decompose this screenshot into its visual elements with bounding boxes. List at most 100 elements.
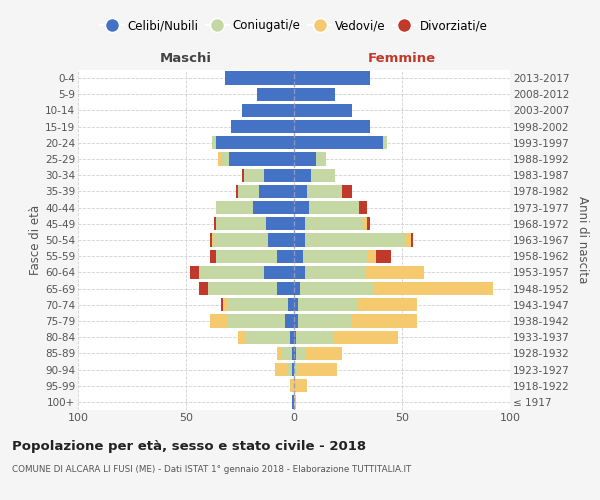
Bar bbox=[221, 298, 223, 312]
Bar bbox=[214, 217, 216, 230]
Bar bbox=[294, 250, 302, 263]
Bar bbox=[216, 201, 253, 214]
Bar bbox=[292, 396, 294, 408]
Bar bbox=[227, 314, 286, 328]
Bar bbox=[294, 104, 352, 117]
Bar bbox=[208, 282, 277, 295]
Text: Maschi: Maschi bbox=[160, 52, 212, 65]
Bar bbox=[277, 346, 281, 360]
Bar bbox=[223, 298, 227, 312]
Bar bbox=[199, 266, 264, 279]
Bar bbox=[275, 363, 287, 376]
Bar bbox=[294, 266, 305, 279]
Bar bbox=[236, 185, 238, 198]
Bar bbox=[277, 282, 294, 295]
Bar bbox=[257, 88, 294, 101]
Bar bbox=[218, 152, 221, 166]
Bar bbox=[316, 152, 326, 166]
Text: Popolazione per età, sesso e stato civile - 2018: Popolazione per età, sesso e stato civil… bbox=[12, 440, 366, 453]
Bar bbox=[290, 379, 294, 392]
Y-axis label: Anni di nascita: Anni di nascita bbox=[576, 196, 589, 284]
Bar bbox=[341, 185, 352, 198]
Bar bbox=[305, 266, 365, 279]
Bar bbox=[266, 217, 294, 230]
Bar bbox=[216, 250, 277, 263]
Bar bbox=[216, 136, 294, 149]
Text: COMUNE DI ALCARA LI FUSI (ME) - Dati ISTAT 1° gennaio 2018 - Elaborazione TUTTIT: COMUNE DI ALCARA LI FUSI (ME) - Dati IST… bbox=[12, 466, 412, 474]
Bar bbox=[229, 152, 294, 166]
Bar bbox=[294, 282, 301, 295]
Bar bbox=[242, 168, 244, 182]
Bar bbox=[210, 314, 227, 328]
Legend: Celibi/Nubili, Coniugati/e, Vedovi/e, Divorziati/e: Celibi/Nubili, Coniugati/e, Vedovi/e, Di… bbox=[95, 14, 493, 37]
Bar bbox=[374, 282, 493, 295]
Bar bbox=[225, 72, 294, 85]
Bar bbox=[214, 234, 268, 246]
Bar bbox=[363, 217, 367, 230]
Bar bbox=[296, 330, 333, 344]
Bar bbox=[268, 234, 294, 246]
Bar bbox=[247, 330, 290, 344]
Bar bbox=[253, 201, 294, 214]
Bar bbox=[298, 363, 337, 376]
Bar bbox=[376, 250, 391, 263]
Bar bbox=[210, 250, 216, 263]
Bar bbox=[294, 168, 311, 182]
Bar bbox=[309, 201, 359, 214]
Bar bbox=[333, 330, 398, 344]
Bar bbox=[311, 168, 335, 182]
Bar bbox=[212, 234, 214, 246]
Bar bbox=[287, 298, 294, 312]
Bar bbox=[227, 298, 287, 312]
Bar bbox=[352, 314, 417, 328]
Bar bbox=[294, 88, 335, 101]
Bar bbox=[294, 330, 296, 344]
Bar bbox=[301, 282, 374, 295]
Bar bbox=[292, 363, 294, 376]
Bar bbox=[281, 346, 292, 360]
Bar bbox=[216, 217, 266, 230]
Bar bbox=[294, 363, 298, 376]
Bar bbox=[264, 266, 294, 279]
Bar bbox=[365, 266, 424, 279]
Bar bbox=[296, 346, 305, 360]
Bar bbox=[238, 185, 259, 198]
Bar bbox=[290, 330, 294, 344]
Bar bbox=[294, 234, 305, 246]
Bar bbox=[242, 104, 294, 117]
Bar bbox=[305, 346, 341, 360]
Bar bbox=[383, 136, 387, 149]
Bar bbox=[410, 234, 413, 246]
Bar bbox=[259, 185, 294, 198]
Bar bbox=[244, 168, 264, 182]
Bar bbox=[294, 120, 370, 134]
Bar bbox=[294, 217, 305, 230]
Bar bbox=[305, 234, 406, 246]
Bar bbox=[294, 396, 296, 408]
Bar bbox=[294, 185, 307, 198]
Bar bbox=[294, 72, 370, 85]
Bar bbox=[232, 120, 294, 134]
Bar bbox=[305, 217, 363, 230]
Bar bbox=[221, 152, 229, 166]
Bar bbox=[210, 234, 212, 246]
Bar bbox=[406, 234, 410, 246]
Y-axis label: Fasce di età: Fasce di età bbox=[29, 205, 42, 275]
Bar bbox=[294, 298, 298, 312]
Bar bbox=[359, 201, 367, 214]
Bar bbox=[294, 152, 316, 166]
Bar bbox=[199, 282, 208, 295]
Bar bbox=[302, 250, 367, 263]
Bar bbox=[287, 363, 292, 376]
Bar bbox=[277, 250, 294, 263]
Bar bbox=[294, 136, 383, 149]
Bar bbox=[367, 250, 376, 263]
Bar bbox=[190, 266, 199, 279]
Bar bbox=[294, 346, 296, 360]
Text: Femmine: Femmine bbox=[368, 52, 436, 65]
Bar bbox=[286, 314, 294, 328]
Bar bbox=[294, 379, 307, 392]
Bar bbox=[294, 201, 309, 214]
Bar bbox=[367, 217, 370, 230]
Bar bbox=[264, 168, 294, 182]
